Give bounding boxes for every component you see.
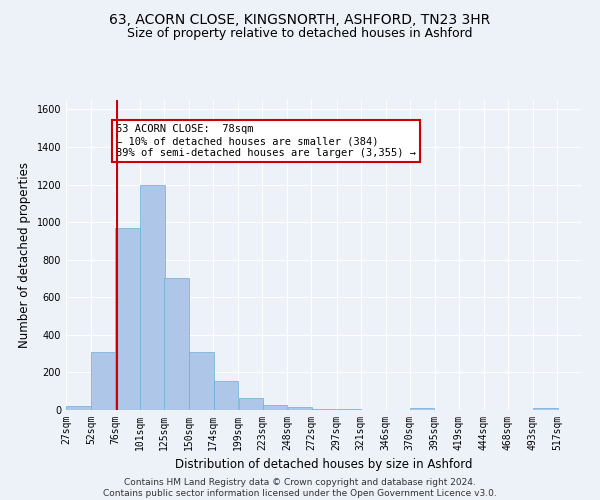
Text: Contains HM Land Registry data © Crown copyright and database right 2024.
Contai: Contains HM Land Registry data © Crown c… bbox=[103, 478, 497, 498]
Bar bbox=[312, 409, 336, 410]
Bar bbox=[66, 406, 91, 410]
Bar bbox=[239, 398, 263, 410]
Text: 63, ACORN CLOSE, KINGSNORTH, ASHFORD, TN23 3HR: 63, ACORN CLOSE, KINGSNORTH, ASHFORD, TN… bbox=[109, 12, 491, 26]
Bar bbox=[91, 352, 116, 410]
X-axis label: Distribution of detached houses by size in Ashford: Distribution of detached houses by size … bbox=[175, 458, 473, 471]
Y-axis label: Number of detached properties: Number of detached properties bbox=[18, 162, 31, 348]
Bar bbox=[190, 352, 214, 410]
Bar bbox=[263, 406, 287, 410]
Bar bbox=[410, 408, 434, 410]
Bar bbox=[115, 228, 140, 410]
Bar bbox=[214, 381, 238, 410]
Text: 63 ACORN CLOSE:  78sqm
← 10% of detached houses are smaller (384)
89% of semi-de: 63 ACORN CLOSE: 78sqm ← 10% of detached … bbox=[116, 124, 416, 158]
Bar bbox=[164, 278, 189, 410]
Bar bbox=[287, 407, 312, 410]
Bar bbox=[533, 408, 558, 410]
Bar bbox=[140, 184, 165, 410]
Text: Size of property relative to detached houses in Ashford: Size of property relative to detached ho… bbox=[127, 28, 473, 40]
Bar bbox=[337, 409, 361, 410]
